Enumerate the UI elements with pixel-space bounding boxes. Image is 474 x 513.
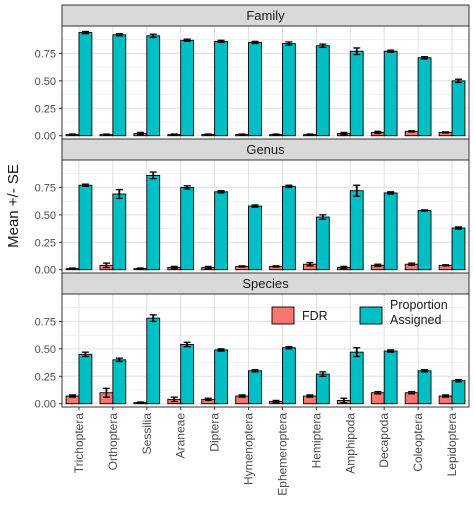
x-tick-label-hemiptera: Hemiptera bbox=[309, 413, 323, 469]
bar-proportion-assigned-araneae bbox=[180, 39, 195, 137]
x-tick-label-decapoda: Decapoda bbox=[377, 413, 391, 468]
panel-background bbox=[62, 160, 469, 273]
y-tick-label: 0.75 bbox=[35, 316, 56, 328]
legend-label-proportion-assigned: Proportion Assigned bbox=[390, 298, 448, 327]
bar-proportion-assigned-decapoda bbox=[383, 192, 398, 271]
x-tick-label-coleoptera: Coleoptera bbox=[411, 413, 425, 472]
bar-proportion-assigned-araneae bbox=[180, 344, 195, 405]
bar-proportion-assigned-orthoptera bbox=[112, 359, 127, 405]
x-tick-label-araneae: Araneae bbox=[174, 413, 188, 459]
x-tick-label-amphipoda: Amphipoda bbox=[343, 413, 357, 474]
bar-proportion-assigned-trichoptera bbox=[78, 32, 93, 137]
bar-proportion-assigned-decapoda bbox=[383, 50, 398, 137]
bar-proportion-assigned-ephemeroptera bbox=[282, 347, 296, 405]
bar-proportion-assigned-diptera bbox=[214, 191, 228, 271]
bar-proportion-assigned-lepidoptera bbox=[451, 380, 466, 405]
bar-proportion-assigned-hymenoptera bbox=[248, 42, 262, 137]
y-tick-label: 0.25 bbox=[35, 371, 56, 383]
panel-border bbox=[61, 293, 470, 408]
y-tick-label: 0.25 bbox=[35, 103, 56, 115]
y-tick-label: 0.00 bbox=[35, 131, 56, 143]
y-tick-label: 0.50 bbox=[35, 344, 56, 356]
bar-proportion-assigned-ephemeroptera bbox=[282, 185, 296, 271]
bar-proportion-assigned-amphipoda bbox=[349, 351, 364, 405]
x-tick-label-trichoptera: Trichoptera bbox=[72, 413, 86, 474]
bar-proportion-assigned-coleoptera bbox=[417, 370, 432, 405]
bar-proportion-assigned-sessilia bbox=[146, 174, 161, 271]
bar-proportion-assigned-coleoptera bbox=[417, 57, 432, 137]
legend-key-fdr bbox=[271, 306, 295, 325]
y-tick-label: 0.50 bbox=[35, 76, 56, 88]
facet-family: Family 0.00 0.25 0.50 0.75 bbox=[35, 4, 470, 143]
bar-proportion-assigned-hemiptera bbox=[315, 373, 330, 405]
y-tick-label: 0.00 bbox=[35, 399, 56, 411]
bar-proportion-assigned-decapoda bbox=[383, 350, 398, 405]
bar-proportion-assigned-hymenoptera bbox=[248, 370, 262, 405]
legend-label-fdr: FDR bbox=[302, 309, 328, 323]
facet-species: Species 0.00 0.25 0.50 0.75 bbox=[35, 272, 470, 411]
bar-proportion-assigned-amphipoda bbox=[349, 190, 364, 271]
bar-proportion-assigned-coleoptera bbox=[417, 210, 432, 271]
panel-background bbox=[62, 26, 469, 139]
bar-proportion-assigned-trichoptera bbox=[78, 184, 93, 271]
facet-strip-label: Family bbox=[246, 8, 285, 23]
y-tick-label: 0.75 bbox=[35, 182, 56, 194]
y-tick-label: 0.25 bbox=[35, 237, 56, 249]
bar-proportion-assigned-orthoptera bbox=[112, 34, 127, 137]
bar-proportion-assigned-sessilia bbox=[146, 317, 161, 405]
bar-proportion-assigned-ephemeroptera bbox=[282, 43, 296, 137]
bar-proportion-assigned-hemiptera bbox=[315, 216, 330, 271]
bar-proportion-assigned-hymenoptera bbox=[248, 205, 262, 271]
facet-strip-label: Genus bbox=[246, 142, 285, 157]
y-tick-label: 0.75 bbox=[35, 48, 56, 60]
x-tick-label-orthoptera: Orthoptera bbox=[106, 413, 120, 471]
x-tick-label-sessilia: Sessilia bbox=[140, 413, 154, 455]
x-tick-label-ephemeroptera: Ephemeroptera bbox=[275, 413, 289, 496]
panel-background bbox=[62, 294, 469, 407]
bar-proportion-assigned-lepidoptera bbox=[451, 227, 466, 271]
bar-proportion-assigned-hemiptera bbox=[315, 45, 330, 137]
bar-proportion-assigned-lepidoptera bbox=[451, 80, 466, 137]
facet-genus: Genus 0.00 0.25 0.50 0.75 bbox=[35, 138, 470, 277]
facet-strip-label: Species bbox=[242, 276, 289, 291]
bar-proportion-assigned-amphipoda bbox=[349, 50, 364, 137]
bar-proportion-assigned-orthoptera bbox=[112, 193, 127, 271]
y-axis-title: Mean +/- SE bbox=[5, 164, 22, 248]
bar-proportion-assigned-trichoptera bbox=[78, 353, 93, 405]
bar-proportion-assigned-sessilia bbox=[146, 35, 161, 137]
bar-proportion-assigned-diptera bbox=[214, 349, 228, 405]
x-tick-label-lepidoptera: Lepidoptera bbox=[445, 413, 459, 477]
x-tick-label-hymenoptera: Hymenoptera bbox=[242, 413, 256, 485]
legend: FDR Proportion Assigned bbox=[271, 298, 448, 327]
y-tick-label: 0.00 bbox=[35, 265, 56, 277]
legend-key-proportion-assigned bbox=[359, 306, 383, 325]
y-tick-label: 0.50 bbox=[35, 210, 56, 222]
bar-proportion-assigned-diptera bbox=[214, 40, 228, 137]
x-tick-label-diptera: Diptera bbox=[208, 413, 222, 452]
bar-proportion-assigned-araneae bbox=[180, 186, 195, 271]
